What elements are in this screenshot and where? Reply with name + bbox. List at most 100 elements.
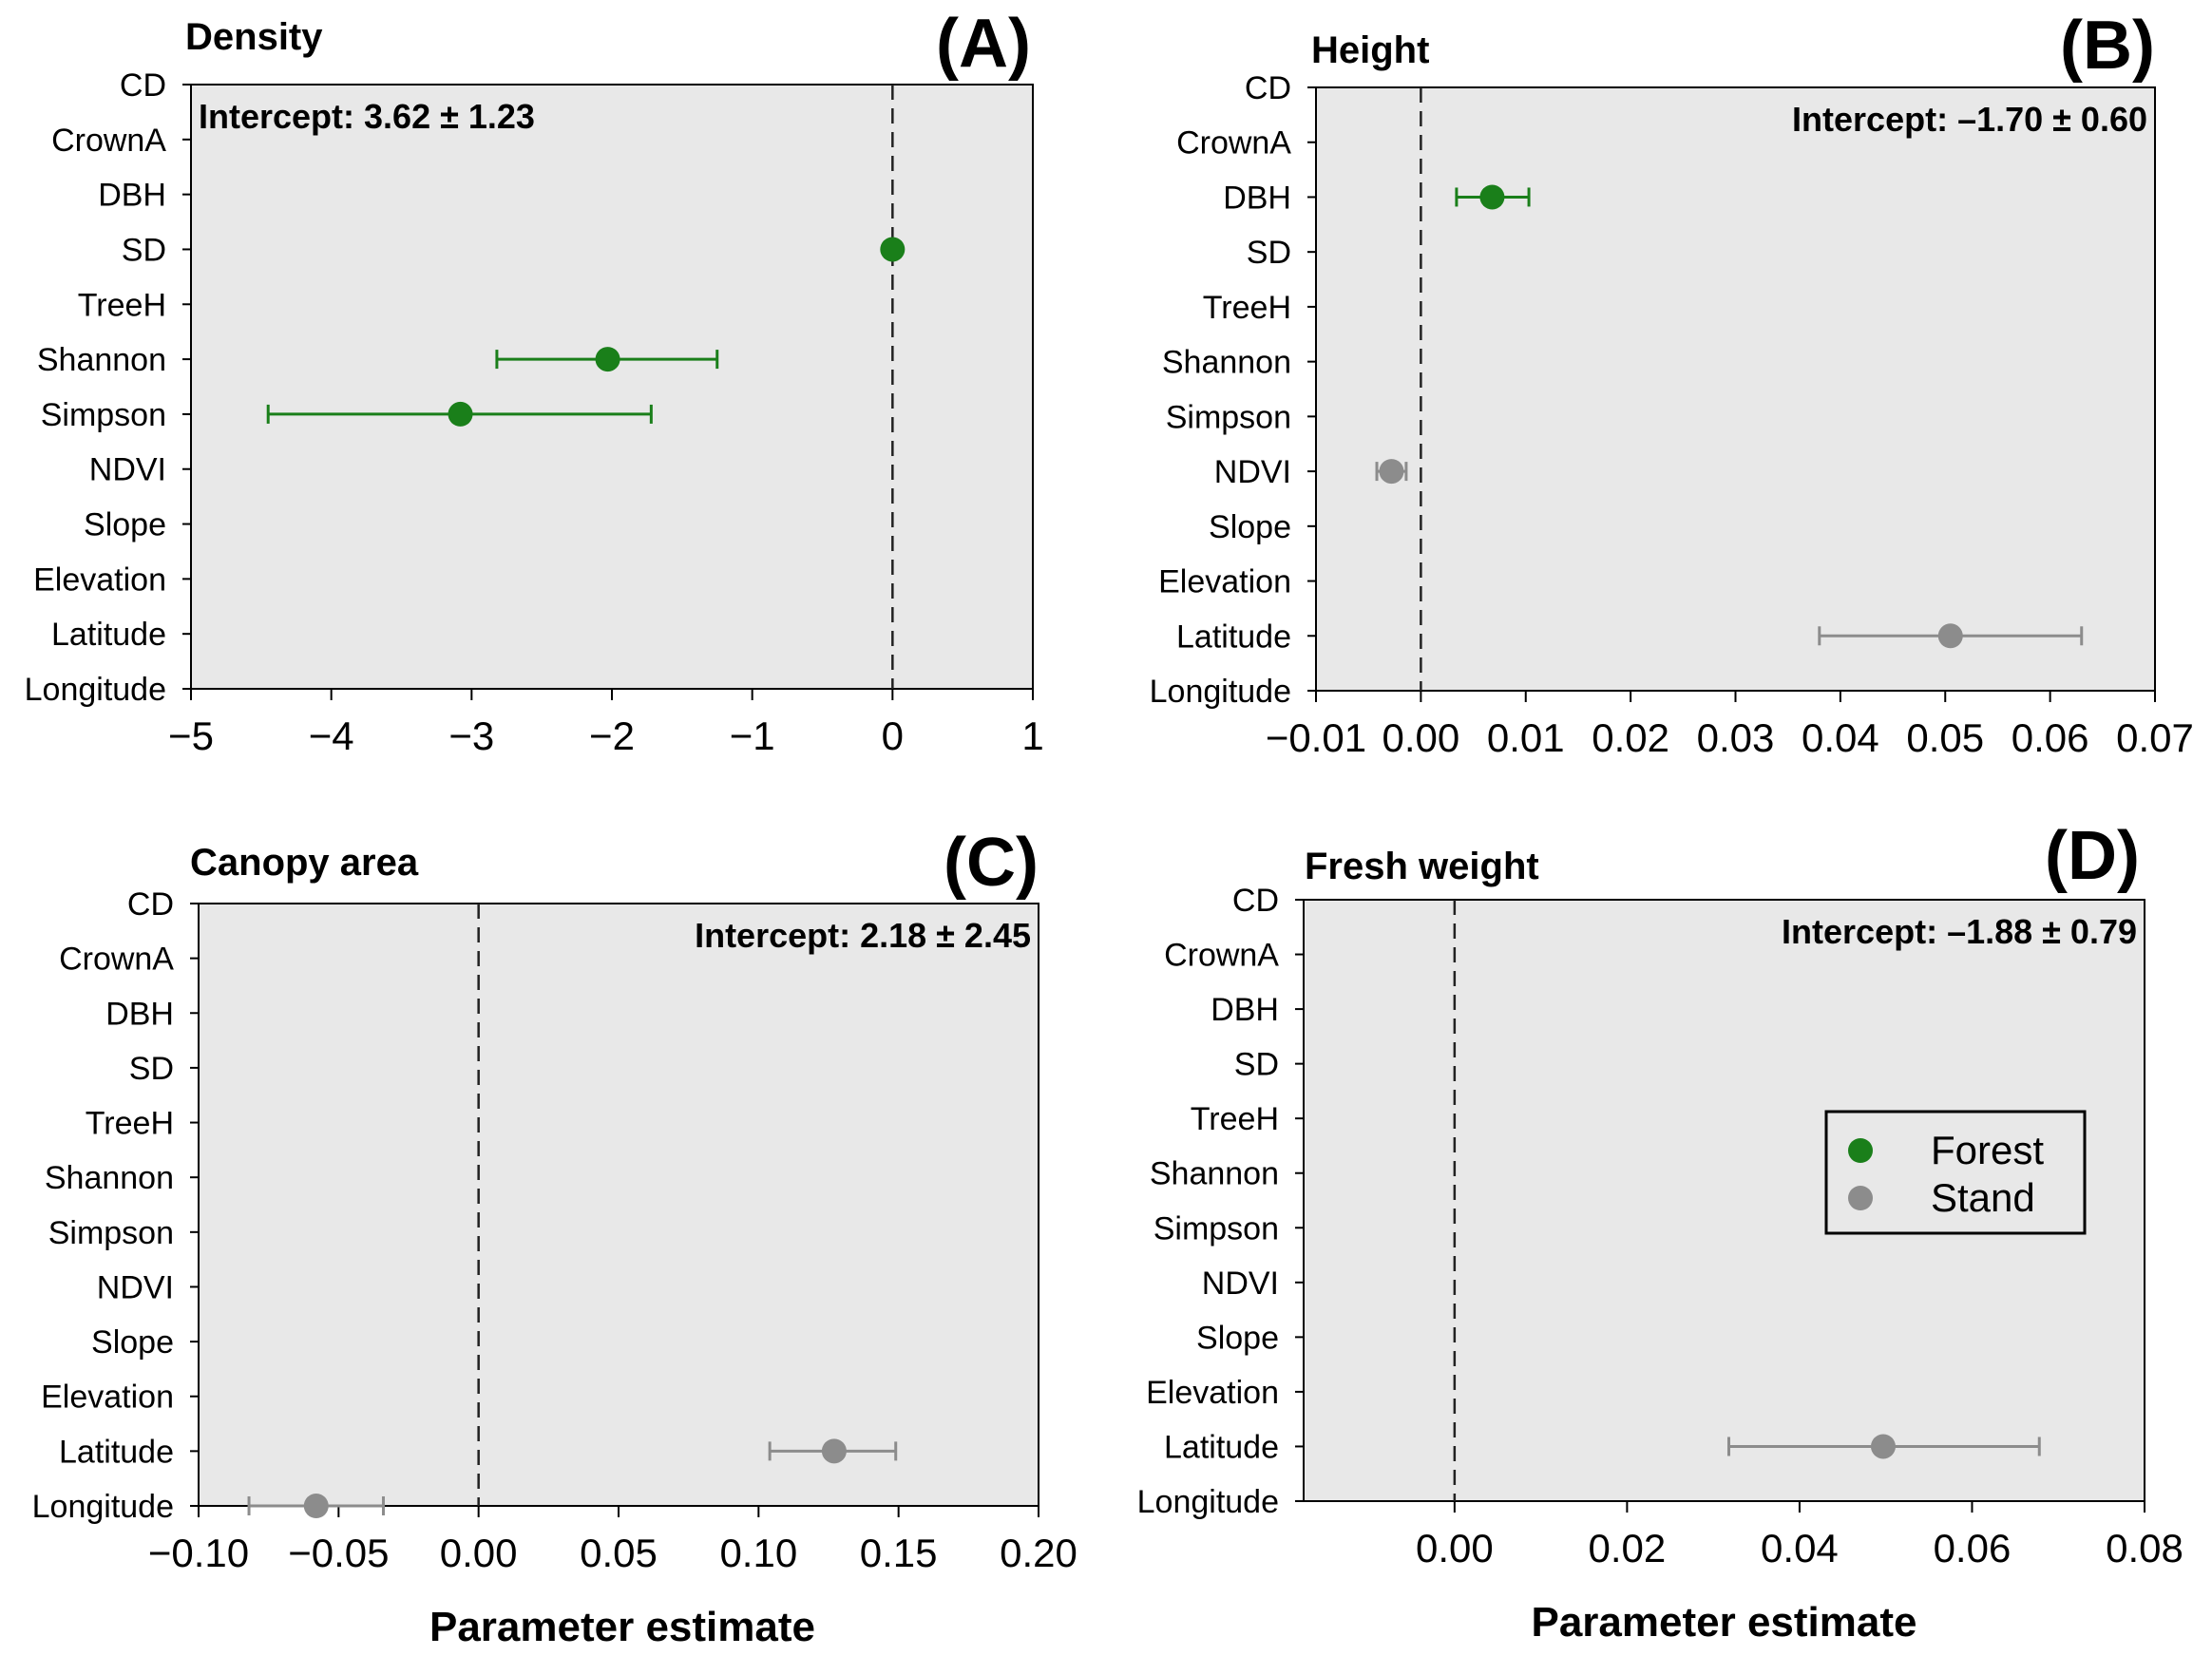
panel-title: Canopy area — [190, 842, 419, 884]
plot-area — [1315, 86, 2156, 692]
y-tick-label: Elevation — [1146, 1375, 1279, 1411]
x-tick-label: 0.04 — [1802, 715, 1879, 760]
x-tick-label: 0.10 — [719, 1531, 797, 1575]
y-tick-label: Simpson — [48, 1215, 174, 1251]
legend-marker-forest — [1848, 1138, 1873, 1163]
y-tick-label: DBH — [1211, 992, 1279, 1028]
x-tick-label: 0.06 — [1934, 1526, 2012, 1570]
x-tick-label: −4 — [309, 714, 354, 758]
y-tick-label: NDVI — [89, 452, 166, 488]
y-tick-label: Latitude — [1176, 619, 1291, 655]
y-tick-label: CrownA — [1176, 125, 1291, 162]
panel-d: Fresh weight (D) Intercept: –1.88 ± 0.79 CD… — [1137, 818, 2183, 1646]
panel-title: Density — [185, 16, 323, 58]
y-tick-label: Elevation — [33, 562, 166, 598]
x-tick-label: 0.15 — [860, 1531, 938, 1575]
y-tick-label: Latitude — [59, 1434, 174, 1470]
x-tick-label: 0.05 — [580, 1531, 658, 1575]
y-tick-label: Shannon — [1150, 1156, 1279, 1192]
intercept-annotation: Intercept: –1.88 ± 0.79 — [1782, 912, 2137, 951]
panel-title: Height — [1311, 29, 1429, 71]
x-tick-label: 0.01 — [1487, 715, 1565, 760]
y-tick-label: Shannon — [45, 1160, 174, 1196]
panel-b: Height (B) Intercept: –1.70 ± 0.60 CD CrownA… — [1150, 8, 2194, 760]
y-tick-label: Elevation — [41, 1380, 174, 1416]
estimate-point-forest-shannon — [595, 347, 620, 372]
y-tick-label: CD — [1232, 883, 1279, 919]
intercept-annotation: Intercept: 2.18 ± 2.45 — [695, 916, 1031, 955]
y-tick-label: Slope — [91, 1324, 174, 1361]
y-tick-label: CD — [127, 886, 174, 923]
x-tick-label: −1 — [730, 714, 775, 758]
y-tick-label: CD — [120, 67, 166, 104]
x-tick-label: −0.01 — [1266, 715, 1366, 760]
intercept-annotation: Intercept: –1.70 ± 0.60 — [1792, 100, 2147, 139]
x-tick-label: 0.00 — [1416, 1526, 1494, 1570]
estimate-point-stand-latitude — [1937, 623, 1963, 649]
panel-title: Fresh weight — [1305, 846, 1539, 887]
x-tick-label: 0.02 — [1589, 1526, 1667, 1570]
y-tick-label: Latitude — [1164, 1429, 1279, 1465]
estimate-point-forest-dbh — [1479, 184, 1505, 210]
x-tick-label: 1 — [1021, 714, 1043, 758]
y-tick-label: Slope — [1209, 509, 1291, 545]
panel-c: Canopy area (C) Intercept: 2.18 ± 2.45 CD Cr… — [32, 825, 1077, 1650]
estimate-point-stand-ndvi — [1379, 459, 1404, 485]
x-axis-label: Parameter estimate — [429, 1604, 815, 1650]
y-tick-label: TreeH — [1203, 290, 1291, 326]
y-tick-label: Shannon — [1162, 345, 1291, 381]
x-axis-label: Parameter estimate — [1531, 1599, 1916, 1646]
legend-label-stand: Stand — [1931, 1175, 2035, 1220]
y-tick-label: NDVI — [1202, 1266, 1279, 1302]
y-tick-label: Longitude — [1137, 1484, 1279, 1520]
x-tick-label: −3 — [448, 714, 494, 758]
x-tick-label: 0.05 — [1906, 715, 1984, 760]
legend-marker-stand — [1848, 1186, 1873, 1210]
x-tick-label: 0.20 — [1000, 1531, 1077, 1575]
y-tick-label: SD — [122, 232, 166, 268]
estimate-point-forest-simpson — [448, 401, 473, 427]
y-tick-label: DBH — [98, 178, 166, 214]
estimate-point-stand-latitude — [821, 1438, 847, 1464]
legend-box — [1824, 1110, 2087, 1235]
y-tick-label: DBH — [1223, 180, 1291, 216]
y-tick-label: Longitude — [32, 1489, 174, 1525]
x-tick-label: 0.02 — [1592, 715, 1669, 760]
x-tick-label: −0.05 — [288, 1531, 389, 1575]
y-tick-label: Longitude — [1150, 674, 1291, 710]
x-tick-label: −0.10 — [148, 1531, 249, 1575]
y-tick-label: CrownA — [59, 942, 174, 978]
y-tick-label: TreeH — [86, 1106, 174, 1142]
x-tick-label: 0.04 — [1761, 1526, 1839, 1570]
y-tick-label: Longitude — [25, 672, 166, 708]
y-tick-label: Slope — [1196, 1320, 1279, 1356]
intercept-annotation: Intercept: 3.62 ± 1.23 — [199, 97, 535, 136]
x-tick-label: −5 — [168, 714, 214, 758]
legend-label-forest: Forest — [1931, 1128, 2044, 1172]
x-tick-label: −2 — [589, 714, 635, 758]
x-tick-label: 0.00 — [440, 1531, 518, 1575]
x-tick-label: 0.03 — [1697, 715, 1775, 760]
y-tick-label: SD — [129, 1051, 174, 1087]
y-tick-label: Latitude — [51, 617, 166, 653]
y-tick-label: SD — [1247, 235, 1291, 271]
y-tick-label: DBH — [105, 996, 174, 1032]
panel-label: (A) — [936, 6, 1031, 82]
x-tick-label: 0.07 — [2116, 715, 2194, 760]
x-tick-label: 0.08 — [2106, 1526, 2183, 1570]
y-tick-label: Elevation — [1158, 564, 1291, 600]
estimate-point-stand-longitude — [303, 1494, 329, 1518]
panel-a: Density (A) Intercept: 3.62 ± 1.23 CD CrownA… — [25, 6, 1044, 758]
panel-label: (B) — [2060, 8, 2155, 84]
y-tick-label: NDVI — [1214, 454, 1291, 490]
y-tick-label: Slope — [84, 507, 166, 543]
estimate-point-stand-latitude — [1870, 1434, 1896, 1459]
y-tick-label: CrownA — [1164, 938, 1279, 974]
panel-label: (D) — [2045, 818, 2140, 894]
y-tick-label: CD — [1245, 70, 1291, 106]
y-tick-label: TreeH — [1191, 1101, 1279, 1137]
estimate-point-forest-sd — [880, 237, 906, 262]
panel-label: (C) — [944, 825, 1039, 901]
plot-area — [198, 903, 1039, 1507]
